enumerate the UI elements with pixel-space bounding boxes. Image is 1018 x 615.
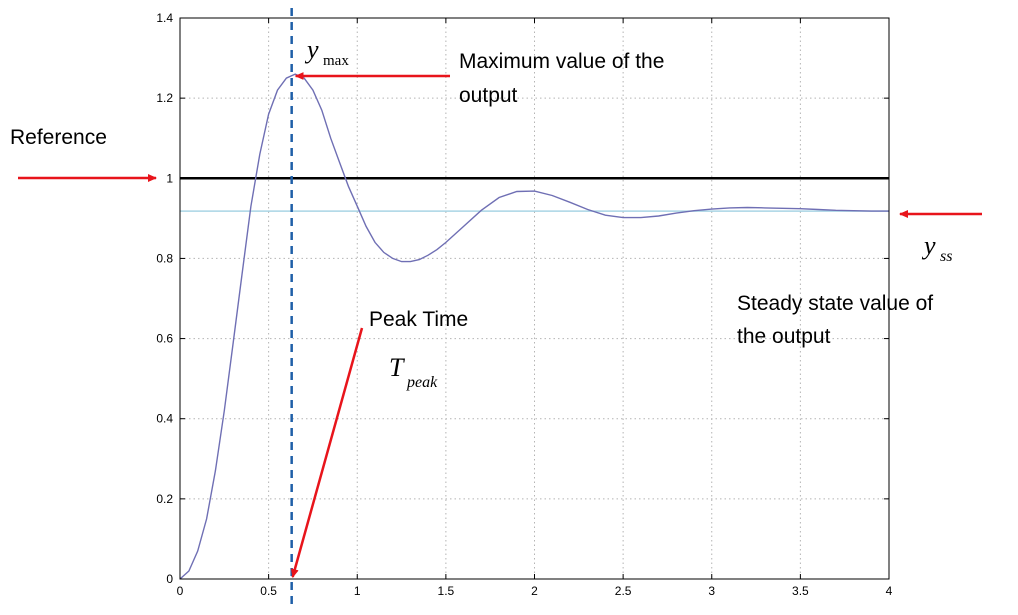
x-tick-label: 3 — [708, 584, 715, 598]
tpeak-symbol: T — [389, 353, 405, 382]
x-tick-label: 1 — [354, 584, 361, 598]
x-tick-label: 4 — [886, 584, 893, 598]
ymax-subscript: max — [323, 53, 349, 69]
y-tick-label: 1 — [166, 171, 173, 185]
x-tick-label: 1.5 — [438, 584, 455, 598]
steady-label-line1: Steady state value of — [737, 292, 933, 315]
y-tick-label: 0.6 — [156, 332, 173, 346]
x-tick-label: 2.5 — [615, 584, 632, 598]
response-curve — [179, 73, 889, 580]
peak-time-arrow — [290, 327, 364, 578]
yss-subscript: ss — [940, 248, 952, 265]
y-tick-label: 0.2 — [156, 492, 173, 506]
y-tick-label: 0.4 — [156, 412, 173, 426]
y-tick-label: 0.8 — [156, 251, 173, 265]
x-tick-label: 0 — [177, 584, 184, 598]
x-tick-label: 0.5 — [260, 584, 277, 598]
x-tick-label: 3.5 — [792, 584, 809, 598]
ymax-symbol: y — [304, 35, 319, 64]
yss-symbol: y — [921, 231, 936, 260]
reference-label: Reference — [10, 126, 107, 149]
y-tick-label: 1.2 — [156, 91, 173, 105]
tpeak-subscript: peak — [406, 374, 438, 391]
steady-label-line2: the output — [737, 325, 831, 348]
y-tick-label: 0 — [166, 572, 173, 586]
max-label-line2: output — [459, 84, 518, 107]
x-tick-label: 2 — [531, 584, 538, 598]
y-tick-label: 1.4 — [156, 11, 173, 25]
peak-time-label: Peak Time — [369, 308, 468, 331]
max-label-line1: Maximum value of the — [459, 50, 664, 73]
